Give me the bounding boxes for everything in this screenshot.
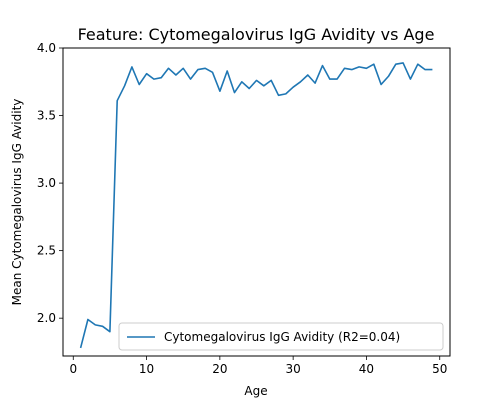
y-axis-label: Mean Cytomegalovirus IgG Avidity xyxy=(10,99,24,306)
y-tick-label: 3.0 xyxy=(37,176,56,190)
x-axis-label: Age xyxy=(244,384,267,398)
y-tick-label: 2.0 xyxy=(37,311,56,325)
series-line xyxy=(79,62,433,349)
series-layer xyxy=(79,62,433,349)
legend-box xyxy=(118,322,444,351)
x-tick-label: 0 xyxy=(69,362,77,376)
x-tick-label: 30 xyxy=(286,362,301,376)
x-tick-label: 50 xyxy=(432,362,447,376)
x-tick-label: 40 xyxy=(359,362,374,376)
x-axis-ticks: 0 10 20 30 40 50 xyxy=(69,356,447,376)
x-tick-label: 20 xyxy=(212,362,227,376)
y-tick-label: 2.5 xyxy=(37,244,56,258)
y-tick-label: 4.0 xyxy=(37,41,56,55)
y-axis-ticks: 2.0 2.5 3.0 3.5 4.0 xyxy=(37,41,63,325)
legend: Cytomegalovirus IgG Avidity (R2=0.04) xyxy=(118,322,444,351)
chart-title: Feature: Cytomegalovirus IgG Avidity vs … xyxy=(78,25,435,44)
x-tick-label: 10 xyxy=(139,362,154,376)
legend-label: Cytomegalovirus IgG Avidity (R2=0.04) xyxy=(164,330,400,344)
plot-frame xyxy=(62,47,451,357)
y-tick-label: 3.5 xyxy=(37,109,56,123)
